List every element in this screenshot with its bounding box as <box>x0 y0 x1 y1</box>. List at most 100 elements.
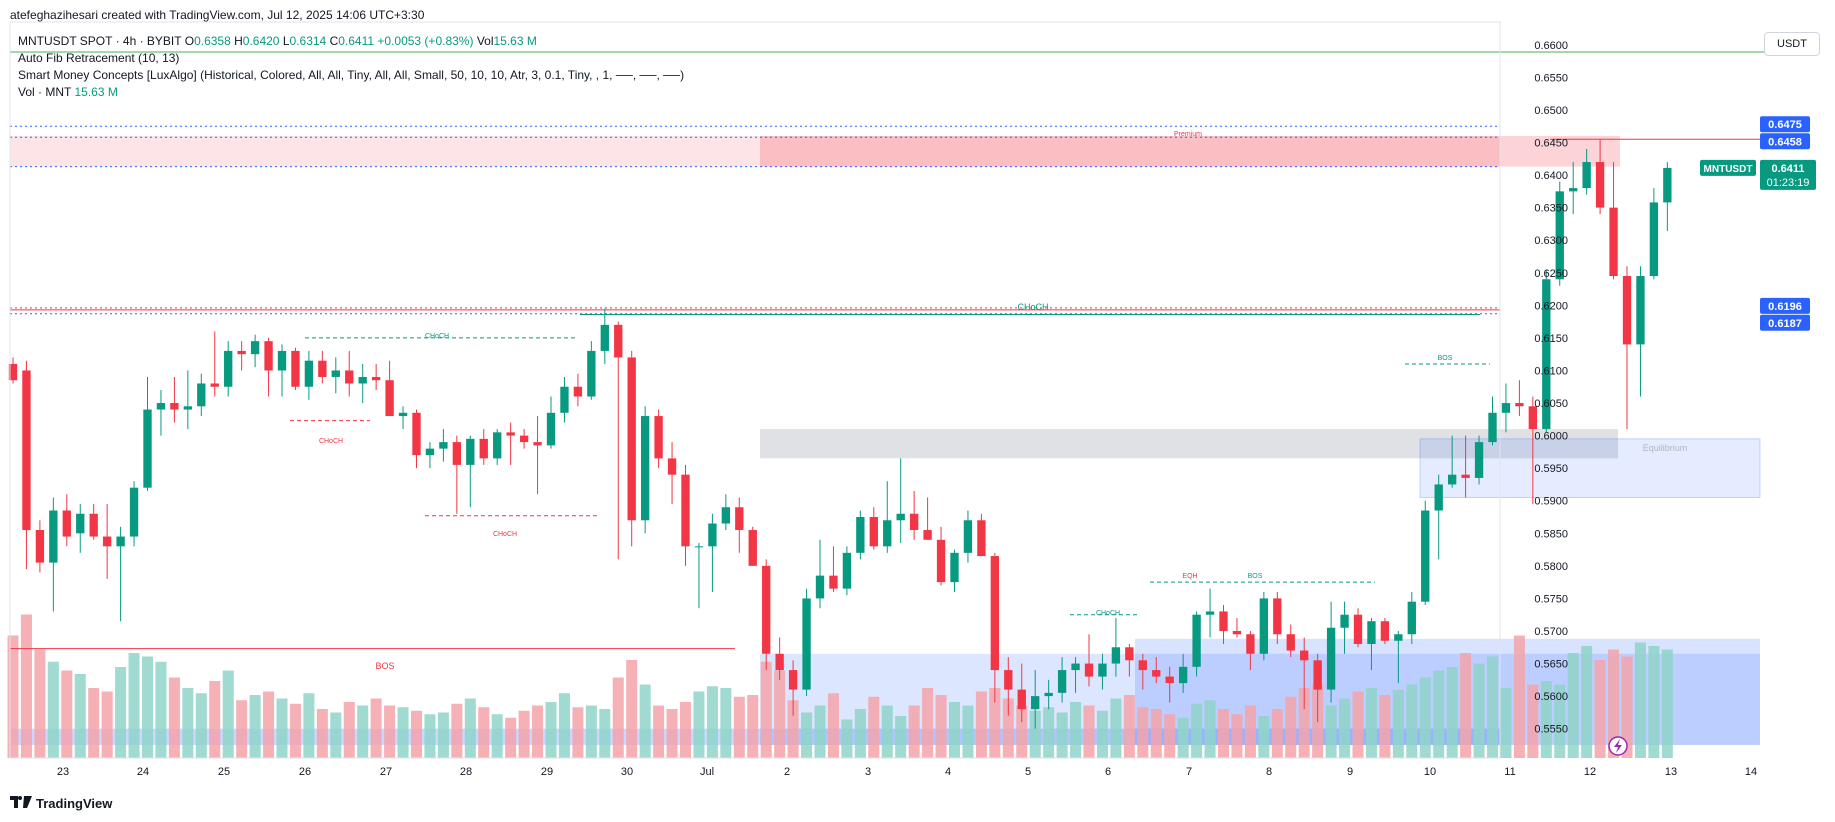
premium-zone <box>760 135 1620 167</box>
volume-bar <box>653 705 665 758</box>
volume-bar <box>1554 684 1566 758</box>
candle-body <box>1622 276 1632 345</box>
volume-bar <box>1419 677 1431 758</box>
x-tick-label: 24 <box>137 766 149 778</box>
currency-button[interactable]: USDT <box>1764 32 1820 56</box>
candle-body <box>89 513 98 537</box>
volume-bar <box>1164 714 1176 758</box>
price-tag-bg <box>1760 133 1810 150</box>
plot-frame <box>9 21 1501 759</box>
volume-bar <box>101 691 113 758</box>
y-tick-label: 0.5600 <box>1534 691 1568 703</box>
last-price-symbol: MNTUSDT <box>1704 164 1753 175</box>
y-tick-label: 0.6550 <box>1534 72 1568 84</box>
volume-bar <box>720 688 732 758</box>
annotation-label: Premium <box>1174 131 1202 138</box>
volume-bar <box>1056 712 1068 758</box>
volume-bar <box>908 705 920 758</box>
x-tick-label: 13 <box>1665 766 1677 778</box>
volume-bar <box>115 667 127 758</box>
open-value: 0.6358 <box>194 34 231 48</box>
y-tick-label: 0.5750 <box>1534 593 1568 605</box>
candle-body <box>371 376 381 381</box>
volume-bar <box>1500 688 1512 758</box>
volume-bar <box>1486 656 1499 758</box>
candle-body <box>990 556 1000 671</box>
annotation-label: CHoCH <box>1017 302 1048 312</box>
tradingview-logo[interactable]: TradingView <box>10 796 112 811</box>
candle-body <box>1286 634 1295 651</box>
candle-body <box>318 360 327 377</box>
volume-bar <box>1016 705 1028 758</box>
last-price-symbol-bg <box>1700 159 1756 176</box>
volume-bar <box>545 702 557 758</box>
indicator-smc[interactable]: Smart Money Concepts [LuxAlgo] (Historic… <box>18 68 685 82</box>
candle-body <box>1501 403 1511 413</box>
volume-bar <box>1137 707 1149 758</box>
volume-bar <box>975 691 987 758</box>
annotation-label: BOS <box>1248 573 1263 580</box>
candle-body <box>1246 634 1255 654</box>
volume-bar <box>1661 649 1673 758</box>
open-label: O <box>184 34 195 48</box>
candle-body <box>519 435 529 443</box>
candle-body <box>1474 442 1484 478</box>
candle-body <box>1353 614 1363 645</box>
candle-body <box>735 507 744 531</box>
candle-body <box>183 406 193 410</box>
y-tick-label: 0.6000 <box>1534 431 1568 443</box>
volume-bar <box>1648 646 1660 758</box>
volume-bar <box>1002 698 1014 758</box>
last-price-value: 0.6411 <box>1771 163 1804 175</box>
candle-body <box>143 409 152 488</box>
annotation-label: BOS <box>375 661 394 671</box>
volume-bar <box>1392 689 1404 758</box>
price-tag-text: 0.6196 <box>1768 301 1802 313</box>
candle-body <box>869 517 878 547</box>
volume-bar <box>209 681 221 758</box>
volume-bar <box>1365 688 1377 758</box>
volume-bar <box>989 688 1001 758</box>
volume-bar <box>34 649 46 758</box>
low-value: 0.6314 <box>289 34 327 48</box>
volume-bar <box>236 700 248 758</box>
candle-body <box>977 520 986 557</box>
x-tick-label: 28 <box>460 766 472 778</box>
candle-body <box>1300 650 1309 661</box>
candle-body <box>614 324 623 358</box>
vol-label: Vol <box>476 34 494 48</box>
volume-bar <box>61 670 73 758</box>
x-tick-label: 27 <box>380 766 392 778</box>
volume-bar <box>410 710 423 758</box>
high-value: 0.6420 <box>242 34 280 48</box>
volume-bar <box>1217 709 1230 758</box>
candle-body <box>129 487 139 537</box>
indicator-volume[interactable]: Vol · MNT 15.63 M <box>18 85 118 99</box>
candle-body <box>1017 689 1026 710</box>
y-tick-label: 0.6600 <box>1534 40 1568 52</box>
volume-bar <box>222 670 234 758</box>
volume-bar <box>249 695 261 758</box>
y-tick-label: 0.6400 <box>1534 170 1568 182</box>
candle-body <box>466 438 475 465</box>
indicator-fib[interactable]: Auto Fib Retracement (10, 13) <box>18 51 180 65</box>
volume-bar <box>747 695 759 758</box>
close-value: 0.6411 <box>338 34 375 48</box>
candle-body <box>748 530 757 566</box>
x-tick-label: 6 <box>1105 766 1111 778</box>
x-tick-label: 11 <box>1504 766 1515 778</box>
symbol-text: MNTUSDT SPOT · 4h · BYBIT <box>18 34 182 48</box>
candle-body <box>1569 188 1578 192</box>
candle-body <box>1636 276 1645 345</box>
candle-body <box>493 432 502 459</box>
candle-body <box>1205 611 1215 615</box>
annotations: Premium CHoCH CHoCH CHoCH CHoCH BOS BOS BOS CHoC… <box>319 131 1687 756</box>
volume-bar <box>1083 705 1095 758</box>
candle-body <box>1273 598 1282 635</box>
high-label: H <box>234 34 243 48</box>
y-tick-label: 0.5700 <box>1534 626 1568 638</box>
volume-bar <box>1285 696 1297 758</box>
x-tick-label: 9 <box>1347 766 1353 778</box>
volume-bar <box>195 693 207 758</box>
